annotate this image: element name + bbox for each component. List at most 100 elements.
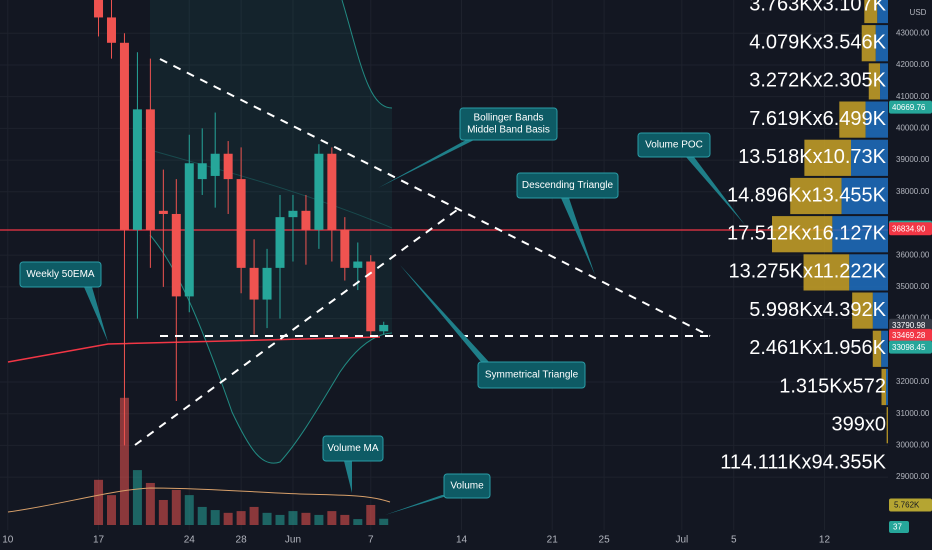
candle-body <box>236 179 246 268</box>
profile-up <box>881 368 887 406</box>
callout-text: Symmetrical Triangle <box>485 370 579 381</box>
x-tick-label: 25 <box>599 535 611 546</box>
volume-bar <box>366 504 376 525</box>
callout-pointer <box>84 287 108 342</box>
profile-down <box>832 216 888 253</box>
profile-down <box>875 25 888 62</box>
callout-box <box>459 107 558 141</box>
bollinger-fill <box>150 0 392 464</box>
volume-ma <box>7 487 391 513</box>
currency-label: USD <box>910 8 927 17</box>
price-tag <box>889 222 932 236</box>
candle-body <box>145 109 155 230</box>
candle-body <box>210 153 220 176</box>
profile-label: 13.518Kx10.73K <box>738 146 887 168</box>
volume-bar <box>314 514 324 525</box>
price-tag-label: 33469.28 <box>892 331 926 340</box>
profile-down <box>841 177 888 215</box>
profile-down <box>881 330 888 367</box>
profile-label: 4.079Kx3.546K <box>749 31 886 53</box>
candle-body <box>379 324 389 332</box>
volume-bar <box>262 512 272 525</box>
candle-body <box>197 163 207 180</box>
callout-pointer <box>344 461 352 493</box>
candles <box>94 0 389 446</box>
candle-body <box>327 153 337 230</box>
y-tick-label: 41000.00 <box>896 92 930 101</box>
volume-pane <box>94 397 389 525</box>
profile-down <box>849 254 888 291</box>
callout-text: Descending Triangle <box>522 180 614 191</box>
volume-bar <box>94 479 104 525</box>
candle-body <box>353 261 363 268</box>
weekly-ema <box>7 336 381 363</box>
x-tick-label: 21 <box>547 535 559 546</box>
profile-up <box>868 63 881 100</box>
candle-body <box>314 153 324 230</box>
callout-text: Middel Band Basis <box>467 125 550 136</box>
profile-up <box>839 101 866 138</box>
bollinger-lower <box>149 234 393 464</box>
profile-up <box>804 139 851 176</box>
profile-label: 14.896Kx13.455K <box>727 184 887 206</box>
candle-body <box>94 0 104 18</box>
candle-body <box>119 42 129 230</box>
x-tick-label: 17 <box>93 535 105 546</box>
callout-pointer <box>378 140 474 188</box>
profile-up <box>872 330 882 367</box>
callout-box <box>322 435 384 462</box>
indicator-tag <box>889 521 909 533</box>
volume-bar <box>340 514 350 525</box>
candle-body <box>262 267 272 300</box>
callout-box <box>637 132 711 158</box>
profile-down <box>865 101 888 138</box>
callout-text: Volume <box>450 481 484 492</box>
volume-bar <box>301 512 311 525</box>
volume-tag-label: 5.762K <box>894 501 920 510</box>
volume-bar <box>106 495 116 525</box>
profile-total: 114.111Kx94.355K <box>720 451 886 473</box>
y-tick-label: 38000.00 <box>896 187 930 196</box>
volume-bar <box>184 495 194 525</box>
y-tick-label: 30000.00 <box>896 440 930 449</box>
callout-box <box>477 361 586 389</box>
profile-label: 7.619Kx6.499K <box>749 108 886 130</box>
profile-up <box>772 216 833 253</box>
callout-box <box>443 473 491 499</box>
profile-label: 13.275Kx11.222K <box>728 261 886 283</box>
candle-body <box>275 217 285 268</box>
volume-bar <box>210 510 220 525</box>
volume-bar <box>353 519 363 525</box>
x-tick-label: 14 <box>456 535 468 546</box>
candle-body <box>171 213 181 297</box>
x-tick-label: 10 <box>2 535 14 546</box>
callout-text: Bollinger Bands <box>473 113 543 124</box>
profile-label: 17.512Kx16.127K <box>727 222 887 244</box>
y-tick-label: 40000.00 <box>896 123 930 132</box>
profile-up <box>790 177 842 215</box>
x-tick-label: 24 <box>184 535 196 546</box>
volume-bar <box>288 511 298 525</box>
descending-line <box>159 58 711 337</box>
candle-body <box>301 210 311 230</box>
price-axis: USD 43000.00 42000.00 41000.00 40000.00 39000… <box>888 0 932 550</box>
callout-box <box>19 261 102 288</box>
callout-text: Weekly 50EMA <box>26 269 95 280</box>
profile-label: 3.763Kx3.107K <box>749 0 886 15</box>
volume-bar <box>145 482 155 525</box>
callout-box <box>516 172 619 199</box>
y-tick-label: 42000.00 <box>896 60 930 69</box>
volume-bar <box>158 499 168 525</box>
x-tick-label: 28 <box>236 535 248 546</box>
x-tick-label: 12 <box>819 535 831 546</box>
bollinger-basis <box>149 149 393 229</box>
volume-bar <box>236 511 246 525</box>
candle-body <box>106 17 116 43</box>
candle-body <box>340 229 350 268</box>
y-tick-label: 32000.00 <box>896 377 930 386</box>
y-tick-label: 43000.00 <box>896 28 930 37</box>
profile-up <box>803 254 850 291</box>
profile-up <box>864 0 878 24</box>
